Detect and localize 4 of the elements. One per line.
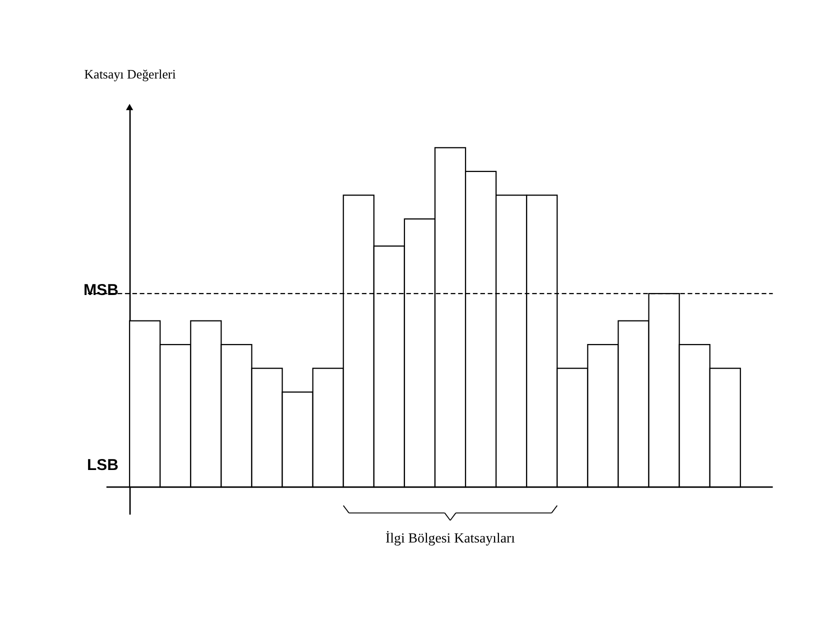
annotation: MSB — [84, 282, 118, 299]
text: İlgi Bölgesi Katsayıları — [386, 530, 516, 547]
y-axis-title: Katsayı Değerleri — [84, 66, 176, 82]
annotation: LSB — [87, 456, 118, 474]
